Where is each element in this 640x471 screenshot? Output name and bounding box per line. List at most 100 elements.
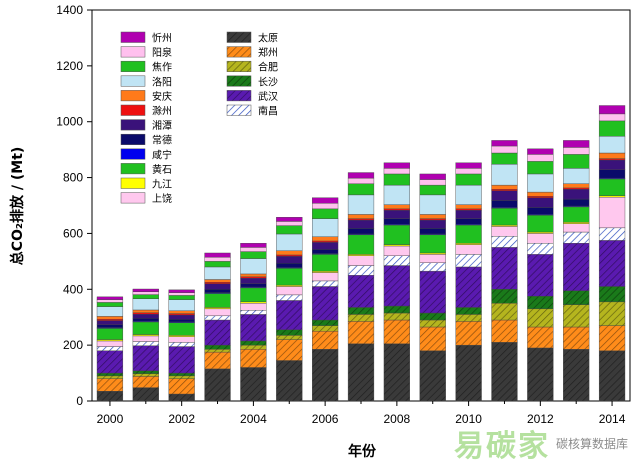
bar-segment-2008-15 xyxy=(383,184,410,205)
bar-segment-2009-16 xyxy=(419,184,446,196)
bar-segment-2004-18 xyxy=(240,243,267,248)
bar-segment-2007-16 xyxy=(347,183,375,196)
bar-segment-2009-13 xyxy=(419,218,446,221)
bar-segment-2014-7 xyxy=(598,196,626,229)
bar-segment-2014-16 xyxy=(598,120,626,137)
bar-segment-2001-6 xyxy=(132,341,159,346)
watermark-logo: 易碳家 xyxy=(453,429,550,464)
bar-segment-2009-18 xyxy=(419,173,446,180)
bar-segment-2004-5 xyxy=(240,314,267,342)
bar-segment-2009-9 xyxy=(419,234,446,254)
legend-swatch xyxy=(226,104,252,116)
bar-segment-2009-15 xyxy=(419,194,446,215)
bar-segment-2011-14 xyxy=(491,184,518,190)
bar-segment-2012-16 xyxy=(527,161,554,175)
bar-segment-2013-11 xyxy=(563,198,590,207)
legend-label: 上饶 xyxy=(152,192,172,205)
legend-swatch xyxy=(120,133,146,145)
bar-segment-2004-15 xyxy=(240,258,267,275)
legend-swatch xyxy=(120,31,146,43)
bar-segment-2004-13 xyxy=(240,276,267,279)
bar-segment-2008-2 xyxy=(383,319,410,344)
bar-segment-2002-18 xyxy=(168,289,195,293)
bar-segment-2000-5 xyxy=(96,350,124,374)
bar-segment-2010-5 xyxy=(455,266,482,308)
bar-segment-2012-14 xyxy=(527,191,554,197)
bar-segment-2004-6 xyxy=(240,310,267,315)
bar-segment-2014-11 xyxy=(598,169,626,179)
legend-item: 咸宁 xyxy=(120,148,172,161)
bar-segment-2012-2 xyxy=(527,326,554,349)
bar-segment-2013-18 xyxy=(563,140,590,148)
bar-segment-2011-5 xyxy=(491,247,518,290)
bar-segment-2001-9 xyxy=(132,321,159,335)
bar-segment-2010-2 xyxy=(455,321,482,346)
legend-label: 常德 xyxy=(152,134,172,147)
bar-segment-2012-9 xyxy=(527,215,554,233)
bar-segment-2011-17 xyxy=(491,145,518,154)
bar-stack-2013 xyxy=(563,140,590,402)
legend-swatch xyxy=(120,148,146,160)
bar-segment-2000-14 xyxy=(96,316,124,320)
bar-segment-2014-3 xyxy=(598,301,626,326)
bar-segment-2001-8 xyxy=(132,334,159,337)
bar-stack-2005 xyxy=(276,217,303,402)
bar-segment-2011-16 xyxy=(491,152,518,165)
legend-item: 武汉 xyxy=(226,90,278,103)
bar-segment-2001-1 xyxy=(132,387,159,402)
bar-segment-2010-3 xyxy=(455,314,482,322)
bar-segment-2006-17 xyxy=(312,203,339,210)
bar-segment-2001-14 xyxy=(132,309,159,313)
bar-segment-2013-2 xyxy=(563,326,590,350)
bar-segment-2006-5 xyxy=(312,286,339,321)
bar-segment-2007-8 xyxy=(347,254,375,256)
bar-segment-2003-5 xyxy=(204,319,231,346)
bar-segment-2001-5 xyxy=(132,345,159,372)
bar-segment-2007-6 xyxy=(347,265,375,276)
bar-segment-2000-8 xyxy=(96,339,124,342)
bar-segment-2009-7 xyxy=(419,254,446,263)
bar-segment-2010-18 xyxy=(455,162,482,169)
bar-segment-2003-12 xyxy=(204,283,231,290)
bar-segment-2003-14 xyxy=(204,279,231,283)
y-axis-title: 总CO₂排放 / (Mt) xyxy=(9,147,26,266)
bar-segment-2011-2 xyxy=(491,319,518,343)
x-tick-label: 2006 xyxy=(312,412,339,426)
bar-segment-2007-5 xyxy=(347,275,375,308)
bar-segment-2010-11 xyxy=(455,218,482,225)
legend-item: 九江 xyxy=(120,177,172,191)
bar-segment-2006-7 xyxy=(312,272,339,282)
legend-item: 湘潭 xyxy=(120,119,172,132)
bar-stack-2010 xyxy=(455,162,482,402)
bar-segment-2009-12 xyxy=(419,219,446,229)
bar-segment-2014-13 xyxy=(598,158,626,161)
bar-segment-2011-6 xyxy=(491,236,518,248)
bar-segment-2002-2 xyxy=(168,378,195,395)
bar-segment-2009-3 xyxy=(419,319,446,328)
bar-segment-2014-2 xyxy=(598,325,626,351)
bar-segment-2007-4 xyxy=(347,307,375,315)
legend-item: 忻州 xyxy=(120,31,172,45)
legend-label: 太原 xyxy=(258,32,278,45)
bar-segment-2012-1 xyxy=(527,347,554,402)
legend-item: 合肥 xyxy=(226,61,278,74)
bar-segment-2005-18 xyxy=(276,217,303,222)
bar-segment-2007-14 xyxy=(347,214,375,219)
bar-segment-2012-8 xyxy=(527,231,554,234)
x-tick-label: 2012 xyxy=(527,412,554,426)
bar-segment-2010-17 xyxy=(455,168,482,175)
legend-label: 滁州 xyxy=(152,105,172,118)
bar-segment-2001-7 xyxy=(132,335,159,342)
y-axis: 0 200 400 600 800 1000 1200 1400 xyxy=(56,3,92,408)
bar-segment-2004-17 xyxy=(240,247,267,252)
bar-segment-2012-5 xyxy=(527,254,554,297)
bar-segment-2003-8 xyxy=(204,307,231,310)
bar-segment-2011-4 xyxy=(491,289,518,304)
legend-item: 郑州 xyxy=(226,46,278,59)
bar-segment-2005-13 xyxy=(276,254,303,257)
legend-item: 南昌 xyxy=(226,104,278,118)
bar-segment-2000-6 xyxy=(96,346,124,351)
bar-segment-2001-11 xyxy=(132,318,159,322)
y-tick-label: 400 xyxy=(63,282,83,296)
